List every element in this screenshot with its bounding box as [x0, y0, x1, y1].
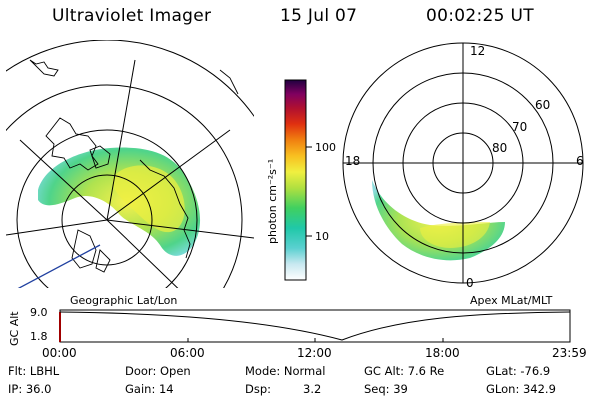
seq-info: Seq: 39	[364, 382, 408, 396]
filter-info: Flt: LBHL	[8, 364, 60, 378]
time-tick-1800: 18:00	[425, 346, 460, 360]
mlat-label-80: 80	[492, 141, 508, 155]
mlat-label-60: 60	[535, 98, 551, 112]
colorbar-tick-100: 100	[315, 141, 336, 154]
right-panel-caption: Apex MLat/MLT	[470, 294, 553, 307]
altitude-trace	[59, 311, 571, 341]
altitude-ytick-high: 9.0	[30, 306, 48, 319]
mlt-label-0: 0	[466, 276, 474, 290]
altitude-ylabel: GC Alt	[8, 311, 21, 346]
mlt-label-6: 6	[576, 154, 584, 168]
geographic-map	[6, 40, 254, 288]
polar-grid	[342, 42, 584, 284]
ip-info: IP: 36.0	[8, 382, 52, 396]
glat-info: GLat: -76.9	[486, 364, 551, 378]
instrument-title: Ultraviolet Imager	[52, 6, 212, 26]
date-label: 15 Jul 07	[280, 6, 358, 26]
altitude-ytick-low: 1.8	[30, 330, 48, 343]
time-tick-2359: 23:59	[552, 346, 587, 360]
mlat-label-70: 70	[512, 120, 528, 134]
time-label: 00:02:25 UT	[426, 6, 534, 26]
gain-info: Gain: 14	[125, 382, 174, 396]
time-tick-0000: 00:00	[42, 346, 77, 360]
orbit-track	[17, 244, 101, 288]
gc-alt-info: GC Alt: 7.6 Re	[364, 364, 445, 378]
dsp-value: 3.2	[303, 382, 322, 396]
time-tick-0600: 06:00	[170, 346, 205, 360]
mlt-label-12: 12	[470, 44, 486, 58]
mlt-label-18: 18	[345, 154, 361, 168]
aurora-oval-right	[372, 180, 505, 261]
door-info: Door: Open	[125, 364, 191, 378]
dsp-label: Dsp:	[245, 382, 272, 396]
colorbar-tick-10: 10	[315, 230, 329, 243]
colorbar-units: photon cm⁻²s⁻¹	[266, 158, 279, 244]
glon-info: GLon: 342.9	[486, 382, 556, 396]
time-tick-1200: 12:00	[297, 346, 332, 360]
altitude-plot-frame	[59, 309, 571, 343]
mode-info: Mode: Normal	[245, 364, 326, 378]
left-panel-caption: Geographic Lat/Lon	[70, 294, 178, 307]
color-scale-bar	[284, 79, 307, 281]
